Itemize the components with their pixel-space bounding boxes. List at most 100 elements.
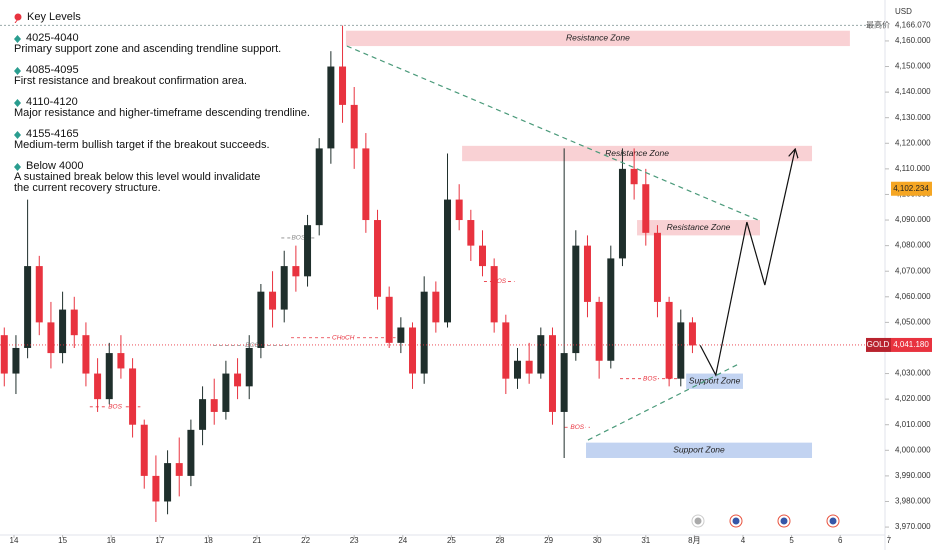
key-levels-header: Key Levels — [14, 12, 310, 23]
marker-price-box — [891, 181, 932, 196]
y-tick-label: 4,020.000 — [895, 394, 931, 403]
candle-body — [59, 309, 67, 354]
x-tick-label: 17 — [155, 536, 164, 545]
diamond-icon — [14, 98, 21, 107]
level-label: BOS — [245, 342, 259, 349]
candle-body — [12, 347, 20, 374]
candle-body — [117, 353, 125, 369]
candle-body — [642, 184, 650, 233]
candle-body — [618, 168, 626, 259]
candle-body — [82, 335, 90, 374]
candle-body — [245, 347, 253, 387]
key-level-text: Primary support zone and ascending trend… — [14, 43, 282, 55]
candle-body — [175, 463, 183, 476]
diamond-icon — [14, 34, 21, 43]
x-tick-label: 14 — [10, 536, 19, 545]
level-label: BOS — [643, 375, 657, 382]
zone-label: Resistance Zone — [566, 33, 630, 43]
candle-body — [210, 399, 218, 412]
candle-body — [0, 335, 8, 374]
candle-body — [304, 225, 312, 277]
candle-body — [140, 424, 148, 476]
key-level-text: First resistance and breakout confirmati… — [14, 75, 247, 87]
x-tick-label: 5 — [789, 536, 794, 545]
y-tick-label: 4,150.000 — [895, 62, 931, 71]
event-icon-dot — [780, 517, 788, 525]
candle-body — [560, 353, 568, 412]
candle-body — [164, 463, 172, 502]
candle-body — [583, 245, 591, 302]
level-label: BOS — [291, 235, 305, 242]
x-tick-label: 7 — [887, 536, 892, 545]
candle-body — [444, 199, 452, 323]
x-tick-label: 4 — [741, 536, 746, 545]
candle-body — [548, 335, 556, 412]
event-icon-dot — [694, 517, 702, 525]
x-tick-label: 24 — [398, 536, 407, 545]
x-tick-label: 16 — [107, 536, 116, 545]
candle-body — [327, 66, 335, 149]
candle-body — [467, 220, 475, 246]
y-tick-label: 4,130.000 — [895, 113, 931, 122]
candle-body — [234, 373, 242, 387]
y-tick-label: 4,090.000 — [895, 215, 931, 224]
key-level-item: 4025-4040 Primary support zone and ascend… — [14, 33, 310, 55]
marker-price-label: 4,102.234 — [893, 184, 929, 193]
candle-body — [385, 296, 393, 343]
candle-body — [257, 291, 265, 348]
candle-body — [630, 168, 638, 185]
level-label: BOS — [492, 278, 506, 285]
last-price-symbol: GOLD — [867, 340, 890, 349]
candle-body — [420, 291, 428, 374]
candle-body — [397, 327, 405, 343]
last-price-label: 4,041.180 — [893, 340, 929, 349]
candle-body — [222, 373, 230, 412]
candle-body — [152, 475, 160, 502]
key-level-item: Below 4000 A sustained break below this l… — [14, 161, 310, 194]
last-price-symbol-box — [866, 337, 891, 352]
currency: USD — [895, 7, 912, 16]
candle-body — [105, 353, 113, 400]
y-tick-label: 4,070.000 — [895, 266, 931, 275]
candle-body — [199, 399, 207, 430]
projection-path — [699, 150, 795, 377]
x-tick-label: 21 — [253, 536, 262, 545]
y-tick-label: 4,050.000 — [895, 317, 931, 326]
high-price-label: 4,166.070 — [895, 21, 931, 30]
y-tick-label: 4,160.000 — [895, 36, 931, 45]
zone — [345, 30, 850, 47]
candle-body — [269, 291, 277, 310]
candle-body — [362, 148, 370, 221]
zone-label: Resistance Zone — [667, 222, 731, 232]
event-icon-dot — [732, 517, 740, 525]
candle-body — [292, 266, 300, 277]
x-tick-label: 22 — [301, 536, 310, 545]
x-tick-label: 18 — [204, 536, 213, 545]
candle-body — [688, 322, 696, 346]
key-level-head: 4155-4165 — [14, 129, 310, 140]
candle-body — [525, 360, 533, 374]
y-tick-label: 4,030.000 — [895, 369, 931, 378]
zone-label: Support Zone — [689, 375, 741, 385]
zone-label: Support Zone — [673, 445, 725, 455]
candle-body — [455, 199, 463, 221]
candle-body — [187, 429, 195, 476]
key-level-range: 4155-4165 — [26, 128, 79, 140]
key-level-text: the current recovery structure. — [14, 182, 161, 194]
high-price-title: 最高价 — [866, 20, 890, 30]
y-tick-label: 3,970.000 — [895, 522, 931, 531]
candle-body — [35, 266, 43, 323]
zone — [637, 220, 761, 236]
key-level-head: 4025-4040 — [14, 33, 310, 44]
y-tick-label: 4,060.000 — [895, 292, 931, 301]
event-icon-dot — [829, 517, 837, 525]
diamond-icon — [14, 66, 21, 75]
x-tick-label: 15 — [58, 536, 67, 545]
level-label: BOS — [108, 404, 122, 411]
pin-icon — [14, 13, 22, 23]
diamond-icon — [14, 162, 21, 171]
y-tick-label: 4,000.000 — [895, 445, 931, 454]
y-tick-label: 4,120.000 — [895, 138, 931, 147]
candle-body — [374, 220, 382, 297]
y-tick-label: 4,080.000 — [895, 241, 931, 250]
